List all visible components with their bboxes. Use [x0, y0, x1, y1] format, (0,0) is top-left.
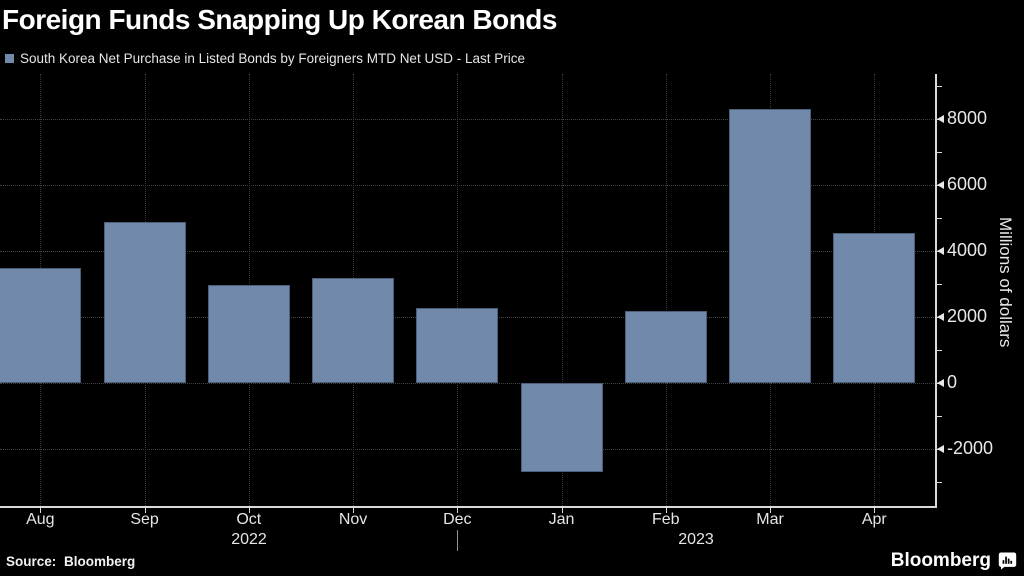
gridline-v-dec — [457, 74, 459, 508]
y-tick-minor-9000 — [937, 86, 942, 87]
y-tick-minor-7000 — [937, 152, 942, 153]
y-tick-arrow--2000 — [937, 445, 944, 453]
x-label-apr: Apr — [861, 511, 887, 528]
y-tick-label-6000: 6000 — [947, 173, 988, 194]
bar-apr — [833, 232, 916, 383]
x-label-feb: Feb — [652, 511, 680, 528]
gridline-h-4000 — [0, 251, 936, 252]
x-axis-line — [0, 506, 937, 508]
bloomberg-logo: Bloomberg — [891, 550, 1017, 572]
legend-label: South Korea Net Purchase in Listed Bonds… — [20, 51, 525, 66]
legend-swatch-icon — [5, 54, 14, 63]
year-label-2022: 2022 — [231, 531, 267, 548]
x-tick-aug — [40, 508, 42, 513]
bar-sep — [103, 221, 186, 383]
bloomberg-wordmark: Bloomberg — [890, 550, 991, 571]
plot-area — [0, 74, 937, 508]
bar-oct — [207, 285, 290, 383]
y-tick-label-8000: 8000 — [947, 107, 988, 128]
x-tick-nov — [353, 508, 355, 513]
x-label-oct: Oct — [236, 511, 262, 528]
chart-title: Foreign Funds Snapping Up Korean Bonds — [2, 4, 558, 35]
gridline-h-8000 — [0, 119, 936, 120]
x-label-mar: Mar — [756, 511, 784, 528]
bar-dec — [416, 308, 499, 383]
x-label-jan: Jan — [548, 511, 575, 528]
x-tick-oct — [248, 508, 250, 513]
gridline-h--2000 — [0, 449, 936, 450]
y-tick-label-0: 0 — [947, 371, 958, 392]
y-tick-label--2000: -2000 — [947, 437, 994, 458]
x-tick-dec — [457, 508, 459, 513]
bar-mar — [729, 109, 812, 383]
legend: South Korea Net Purchase in Listed Bonds… — [5, 51, 525, 66]
x-tick-mar — [770, 508, 772, 513]
y-axis-line — [935, 74, 937, 508]
x-tick-apr — [874, 508, 876, 513]
y-tick-arrow-4000 — [937, 247, 944, 255]
bloomberg-terminal-icon — [998, 552, 1017, 570]
x-label-dec: Dec — [443, 511, 472, 528]
y-tick-arrow-2000 — [937, 313, 944, 321]
year-label-2023: 2023 — [678, 531, 714, 548]
source-note: Source: Bloomberg — [6, 554, 136, 569]
y-tick-minor-5000 — [937, 218, 942, 219]
y-tick-label-4000: 4000 — [947, 239, 988, 260]
y-tick-minor-1000 — [937, 350, 942, 351]
gridline-h-6000 — [0, 185, 936, 186]
bar-aug — [0, 267, 82, 383]
y-tick-arrow-0 — [937, 379, 944, 387]
bar-feb — [624, 310, 707, 383]
gridline-h-0 — [0, 383, 936, 384]
x-tick-feb — [665, 508, 667, 513]
x-label-aug: Aug — [26, 511, 55, 528]
year-divider-line — [457, 530, 458, 551]
bar-nov — [312, 278, 395, 383]
y-tick-minor--1000 — [937, 416, 942, 417]
gridline-v-feb — [665, 74, 667, 508]
bar-jan — [520, 383, 603, 473]
y-tick-minor-3000 — [937, 284, 942, 285]
y-tick-minor--3000 — [937, 482, 942, 483]
gridline-v-jan — [561, 74, 563, 508]
x-label-nov: Nov — [338, 511, 368, 528]
y-tick-label-2000: 2000 — [947, 305, 988, 326]
y-tick-arrow-8000 — [937, 115, 944, 123]
x-tick-sep — [144, 508, 146, 513]
x-label-sep: Sep — [130, 511, 159, 528]
y-tick-arrow-6000 — [937, 181, 944, 189]
y-axis-title: Millions of dollars — [996, 217, 1015, 348]
x-tick-jan — [561, 508, 563, 513]
